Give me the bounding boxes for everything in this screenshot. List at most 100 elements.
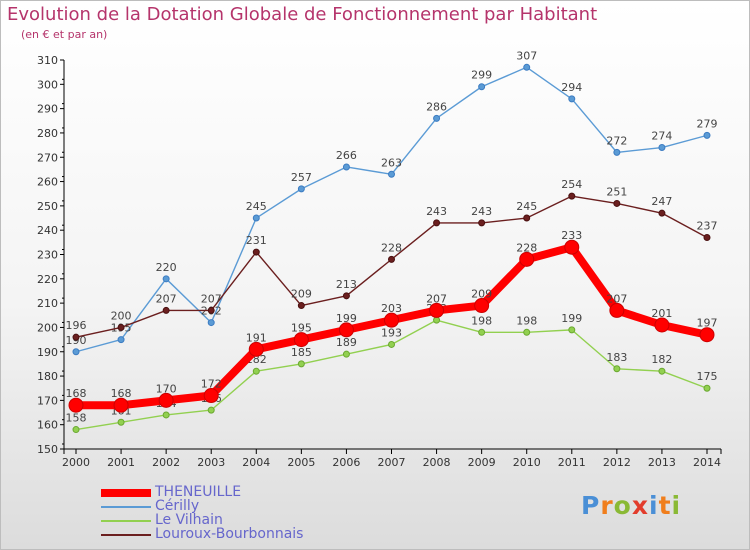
y-tick-label: 200 xyxy=(37,321,58,334)
data-label-c-rilly: 279 xyxy=(697,117,718,130)
data-label-louroux-bourbonnais: 247 xyxy=(651,195,672,208)
data-label-theneuille: 203 xyxy=(381,302,402,315)
y-tick-label: 150 xyxy=(37,443,58,456)
data-label-theneuille: 201 xyxy=(651,307,672,320)
x-tick-label: 2009 xyxy=(468,456,496,469)
data-point-le-vilhain xyxy=(252,367,260,375)
y-tick-label: 210 xyxy=(37,297,58,310)
data-label-theneuille: 228 xyxy=(516,241,537,254)
chart-title: Evolution de la Dotation Globale de Fonc… xyxy=(7,4,598,25)
y-tick-label: 280 xyxy=(37,127,58,140)
legend-swatch xyxy=(101,534,151,536)
data-label-c-rilly: 307 xyxy=(516,49,537,62)
data-point-le-vilhain xyxy=(433,316,441,324)
data-point-louroux-bourbonnais xyxy=(207,306,215,314)
legend-swatch xyxy=(101,520,151,522)
x-tick-label: 2012 xyxy=(603,456,631,469)
data-label-c-rilly: 294 xyxy=(561,81,582,94)
data-point-louroux-bourbonnais xyxy=(523,214,531,222)
data-point-c-rilly xyxy=(117,336,125,344)
data-point-c-rilly xyxy=(162,275,170,283)
y-tick-label: 310 xyxy=(37,54,58,67)
data-point-le-vilhain xyxy=(523,328,531,336)
data-point-louroux-bourbonnais xyxy=(162,306,170,314)
data-point-theneuille xyxy=(429,302,445,318)
data-point-theneuille xyxy=(609,302,625,318)
data-point-louroux-bourbonnais xyxy=(297,302,305,310)
chart-subtitle: (en € et par an) xyxy=(21,28,108,41)
data-point-theneuille xyxy=(68,397,84,413)
data-label-louroux-bourbonnais: 245 xyxy=(516,200,537,213)
data-label-le-vilhain: 199 xyxy=(561,312,582,325)
y-tick-label: 270 xyxy=(37,151,58,164)
x-tick-label: 2007 xyxy=(378,456,406,469)
y-tick-label: 300 xyxy=(37,78,58,91)
data-point-theneuille xyxy=(654,317,670,333)
legend-label: Louroux-Bourbonnais xyxy=(155,526,304,542)
data-point-c-rilly xyxy=(478,83,486,91)
data-label-c-rilly: 245 xyxy=(246,200,267,213)
legend-label: Le Vilhain xyxy=(155,512,223,528)
data-point-louroux-bourbonnais xyxy=(252,248,260,256)
data-point-c-rilly xyxy=(252,214,260,222)
data-label-le-vilhain: 158 xyxy=(66,412,87,425)
data-point-le-vilhain xyxy=(117,418,125,426)
y-tick-label: 170 xyxy=(37,394,58,407)
data-label-louroux-bourbonnais: 213 xyxy=(336,278,357,291)
data-point-louroux-bourbonnais xyxy=(478,219,486,227)
data-label-le-vilhain: 193 xyxy=(381,326,402,339)
data-label-theneuille: 172 xyxy=(201,378,222,391)
data-label-louroux-bourbonnais: 196 xyxy=(66,319,87,332)
data-label-louroux-bourbonnais: 243 xyxy=(426,205,447,218)
data-label-theneuille: 233 xyxy=(561,229,582,242)
data-label-louroux-bourbonnais: 251 xyxy=(606,185,627,198)
y-tick-label: 260 xyxy=(37,176,58,189)
data-point-theneuille xyxy=(564,239,580,255)
x-tick-label: 2013 xyxy=(648,456,676,469)
data-point-le-vilhain xyxy=(207,406,215,414)
data-label-le-vilhain: 185 xyxy=(291,346,312,359)
y-tick-label: 250 xyxy=(37,200,58,213)
data-label-louroux-bourbonnais: 207 xyxy=(201,292,222,305)
data-label-le-vilhain: 189 xyxy=(336,336,357,349)
data-point-theneuille xyxy=(158,392,174,408)
y-tick-label: 240 xyxy=(37,224,58,237)
proxiti-logo: Proxiti xyxy=(581,491,682,520)
data-point-c-rilly xyxy=(342,163,350,171)
data-label-c-rilly: 299 xyxy=(471,69,492,82)
data-point-louroux-bourbonnais xyxy=(72,333,80,341)
x-tick-label: 2008 xyxy=(423,456,451,469)
y-tick-label: 290 xyxy=(37,103,58,116)
data-label-c-rilly: 220 xyxy=(156,261,177,274)
data-point-c-rilly xyxy=(72,348,80,356)
data-point-louroux-bourbonnais xyxy=(613,199,621,207)
data-point-le-vilhain xyxy=(342,350,350,358)
y-tick-label: 230 xyxy=(37,249,58,262)
legend-label: THENEUILLE xyxy=(155,484,242,500)
data-point-theneuille xyxy=(113,397,129,413)
data-label-louroux-bourbonnais: 237 xyxy=(697,219,718,232)
x-tick-label: 2010 xyxy=(513,456,541,469)
y-tick-label: 180 xyxy=(37,370,58,383)
data-label-theneuille: 207 xyxy=(606,292,627,305)
data-point-le-vilhain xyxy=(703,384,711,392)
data-label-le-vilhain: 198 xyxy=(471,314,492,327)
data-label-theneuille: 168 xyxy=(66,387,87,400)
data-point-louroux-bourbonnais xyxy=(388,255,395,263)
data-point-c-rilly xyxy=(207,319,215,327)
y-tick-label: 160 xyxy=(37,419,58,432)
x-tick-label: 2006 xyxy=(332,456,360,469)
y-tick-label: 220 xyxy=(37,273,58,286)
data-point-theneuille xyxy=(519,251,535,267)
data-point-c-rilly xyxy=(703,131,711,139)
x-tick-label: 2014 xyxy=(693,456,721,469)
data-point-le-vilhain xyxy=(568,326,576,334)
data-label-le-vilhain: 175 xyxy=(697,370,718,383)
data-label-theneuille: 191 xyxy=(246,331,267,344)
data-label-c-rilly: 266 xyxy=(336,149,357,162)
data-point-c-rilly xyxy=(297,185,305,193)
legend-label: Cérilly xyxy=(155,498,200,514)
data-label-theneuille: 199 xyxy=(336,312,357,325)
